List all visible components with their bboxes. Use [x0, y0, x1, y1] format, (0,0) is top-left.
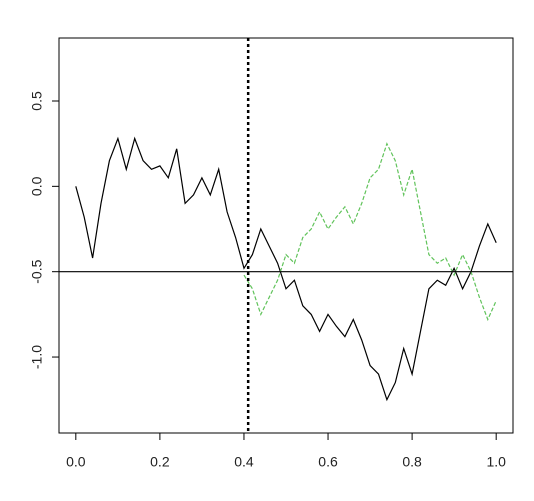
x-tick-label: 0.0: [66, 454, 86, 470]
x-tick-label: 0.8: [402, 454, 422, 470]
y-tick-label: -0.5: [29, 259, 45, 283]
plot-box: [58, 37, 514, 434]
series-line: [75, 136, 497, 402]
x-tick-label: 0.2: [150, 454, 170, 470]
y-tick-label: 0.0: [29, 176, 45, 196]
y-tick-label: -1.0: [29, 345, 45, 369]
x-tick-label: 0.6: [318, 454, 338, 470]
x-tick-label: 0.4: [234, 454, 254, 470]
x-tick-label: 1.0: [486, 454, 506, 470]
series-line: [243, 142, 497, 322]
y-tick-label: 0.5: [29, 91, 45, 111]
